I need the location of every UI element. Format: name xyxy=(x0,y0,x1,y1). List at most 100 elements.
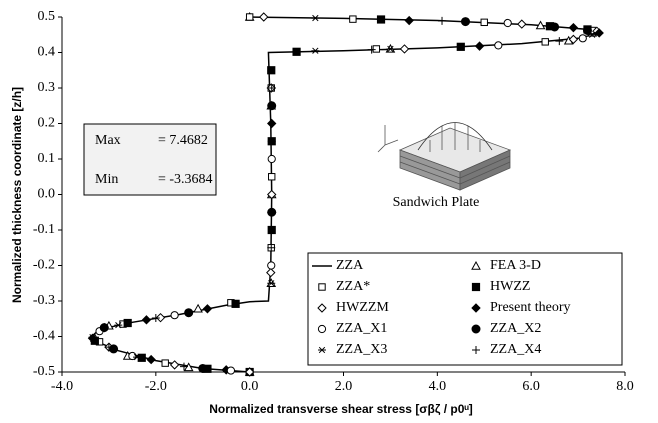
data-point xyxy=(202,304,213,314)
data-point xyxy=(244,367,255,377)
data-point xyxy=(259,12,269,22)
data-point xyxy=(104,343,113,352)
data-point xyxy=(155,312,166,323)
data-point xyxy=(292,47,301,56)
x-tick-label: 0.0 xyxy=(241,379,259,394)
legend-label: Present theory xyxy=(490,300,570,315)
x-tick-label: 4.0 xyxy=(429,379,447,394)
x-tick-label: 2.0 xyxy=(335,379,353,394)
legend-marker xyxy=(318,346,326,354)
data-point xyxy=(161,359,169,367)
data-point xyxy=(311,47,320,54)
data-point xyxy=(267,280,276,287)
data-point xyxy=(399,44,410,54)
data-point xyxy=(456,42,465,51)
legend-marker xyxy=(317,303,327,313)
data-point xyxy=(141,315,152,325)
y-tick-label: -0.2 xyxy=(33,258,55,273)
y-tick-label: 0.4 xyxy=(38,45,56,60)
legend-label: ZZA_X4 xyxy=(490,342,541,357)
legend-label: ZZA xyxy=(336,258,364,273)
data-point xyxy=(474,41,485,51)
data-point xyxy=(99,323,109,333)
data-point xyxy=(231,299,240,308)
data-point xyxy=(550,22,560,32)
data-point xyxy=(267,66,276,75)
legend-box xyxy=(307,252,623,366)
data-point xyxy=(578,34,587,43)
y-tick-label: 0.3 xyxy=(38,80,56,95)
data-point xyxy=(267,225,276,235)
data-point xyxy=(494,41,503,50)
min-label: Min xyxy=(95,172,118,187)
plate-inset xyxy=(377,122,512,191)
x-tick-label: 8.0 xyxy=(616,379,634,394)
data-point xyxy=(179,362,188,371)
data-point xyxy=(268,173,276,181)
data-point xyxy=(311,14,320,22)
y-tick-label: 0.5 xyxy=(38,9,56,24)
y-tick-label: 0.2 xyxy=(38,116,56,131)
data-point xyxy=(568,34,579,45)
data-point xyxy=(146,354,156,365)
legend-label: HWZZ xyxy=(490,279,530,294)
y-tick-label: 0.0 xyxy=(38,187,56,202)
legend-label: ZZA_X2 xyxy=(490,321,541,336)
data-point xyxy=(503,18,512,28)
data-point xyxy=(267,84,276,92)
x-axis-title: Normalized transverse shear stress [σβζ … xyxy=(209,402,473,416)
data-point xyxy=(266,267,276,278)
data-point xyxy=(267,189,277,200)
y-axis-title: Normalized thickness coordinate [z/h] xyxy=(10,87,24,303)
data-point xyxy=(541,38,549,46)
data-point xyxy=(349,15,357,23)
max-label: Max xyxy=(95,133,121,148)
data-point xyxy=(133,353,142,361)
data-point xyxy=(169,360,180,370)
data-point xyxy=(386,45,395,53)
data-point xyxy=(535,20,546,30)
data-point xyxy=(376,15,386,24)
y-tick-label: -0.3 xyxy=(33,293,55,308)
data-point xyxy=(151,314,160,323)
data-point xyxy=(245,13,254,21)
y-tick-label: 0.1 xyxy=(38,151,56,166)
inset-label: Sandwich Plate xyxy=(393,195,480,210)
legend-label: ZZA_X1 xyxy=(336,321,387,336)
data-point xyxy=(170,311,179,320)
y-tick-label: -0.5 xyxy=(33,364,55,379)
data-point xyxy=(109,344,119,354)
legend-label: ZZA_X3 xyxy=(336,342,387,357)
x-tick-label: -4.0 xyxy=(51,379,73,394)
data-point xyxy=(128,351,137,361)
info-box xyxy=(83,123,217,196)
data-point xyxy=(267,101,277,111)
data-point xyxy=(267,261,276,270)
data-point xyxy=(517,19,527,29)
legend-label: HWZZM xyxy=(336,300,389,315)
legend-marker xyxy=(472,346,480,354)
x-tick-label: 6.0 xyxy=(522,379,540,394)
data-point xyxy=(267,138,276,145)
data-point xyxy=(267,154,276,164)
legend-marker xyxy=(317,324,327,334)
data-point xyxy=(460,17,470,27)
legend-marker xyxy=(471,282,481,292)
data-point xyxy=(438,16,447,25)
legend-label: FEA 3-D xyxy=(490,258,541,273)
data-point xyxy=(193,303,203,313)
data-point xyxy=(267,207,277,217)
x-tick-label: -2.0 xyxy=(145,379,167,394)
data-point xyxy=(267,118,277,129)
data-point xyxy=(480,18,488,27)
data-point xyxy=(123,318,132,328)
data-point xyxy=(198,363,208,373)
data-point xyxy=(372,45,381,53)
legend-marker xyxy=(471,260,481,270)
y-tick-label: -0.4 xyxy=(33,329,55,344)
data-point xyxy=(594,28,604,38)
y-tick-label: -0.1 xyxy=(33,222,55,237)
data-point xyxy=(568,22,579,33)
data-point xyxy=(184,308,194,318)
